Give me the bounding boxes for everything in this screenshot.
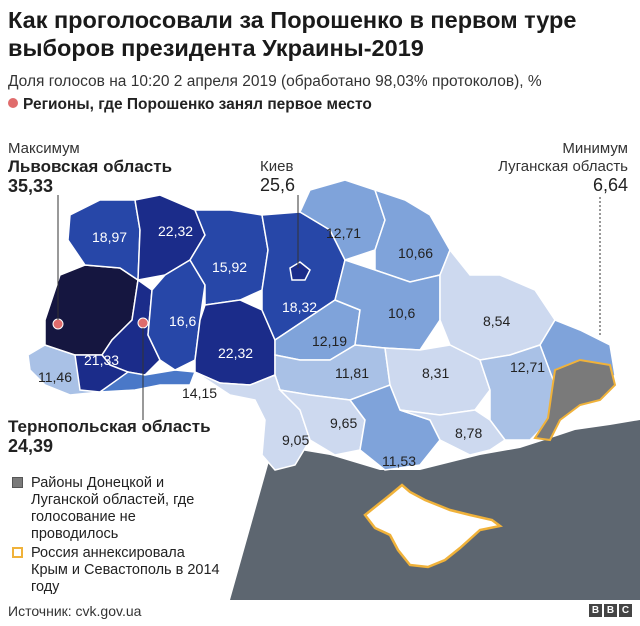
min-caption: Минимум — [562, 140, 628, 157]
region-label: 12,71 — [510, 359, 545, 375]
region-label: 11,81 — [335, 365, 369, 381]
region-label: 22,32 — [218, 345, 253, 361]
region-label: 22,32 — [158, 223, 193, 239]
chart-subtitle: Доля голосов на 10:20 2 апреля 2019 (обр… — [8, 73, 542, 90]
region-label: 12,19 — [312, 333, 347, 349]
min-value: 6,64 — [592, 175, 628, 195]
region-label: 8,54 — [483, 313, 510, 329]
region-label: 16,6 — [169, 313, 196, 329]
ternopil-winner-dot — [137, 317, 149, 329]
no-voting-area — [533, 358, 617, 442]
region-sumy — [373, 188, 451, 283]
region-label: 12,71 — [326, 225, 361, 241]
region-kharkiv — [439, 248, 556, 361]
crimea-legend: Россия аннексировала Крым и Севастополь … — [12, 545, 232, 597]
bbc-letter: B — [604, 604, 617, 617]
region-label: 8,78 — [455, 425, 482, 441]
region-label: 10,66 — [398, 245, 433, 261]
ternopil-region: Тернопольская область — [8, 417, 211, 436]
region-label: 21,33 — [84, 352, 119, 368]
region-label: 18,32 — [282, 299, 317, 315]
min-annotation: Минимум Луганская область 6,64 — [498, 140, 628, 194]
kyiv-annotation: Киев 25,6 — [260, 158, 295, 194]
no-voting-swatch-icon — [12, 477, 23, 488]
max-value: 35,33 — [8, 176, 54, 196]
no-voting-legend-text: Районы Донецкой и Луганской областей, гд… — [31, 475, 195, 542]
bbc-letter: C — [619, 604, 632, 617]
region-label: 18,97 — [92, 229, 127, 245]
crimea-swatch-icon — [12, 547, 23, 558]
max-region: Львовская область — [8, 157, 173, 176]
region-zaporizhzhia — [399, 409, 507, 456]
ternopil-annotation: Тернопольская область 24,39 — [8, 417, 211, 456]
max-annotation: Максимум Львовская область 35,33 — [8, 140, 172, 195]
crimea-region — [363, 483, 503, 569]
crimea-legend-text: Россия аннексировала Крым и Севастополь … — [31, 545, 220, 595]
ternopil-value: 24,39 — [8, 436, 54, 456]
region-label: 10,6 — [388, 305, 415, 321]
region-label: 11,46 — [38, 369, 72, 385]
lviv-winner-dot — [52, 318, 64, 330]
region-label: 14,15 — [182, 385, 217, 401]
region-label: 9,05 — [282, 432, 309, 448]
kyiv-value: 25,6 — [260, 175, 296, 195]
region-label: 9,65 — [330, 415, 357, 431]
kyiv-region: Киев — [260, 158, 294, 175]
no-voting-legend: Районы Донецкой и Луганской областей, гд… — [12, 475, 232, 545]
chart-title: Как проголосовали за Порошенко в первом … — [8, 7, 577, 61]
winner-legend: Регионы, где Порошенко занял первое мест… — [8, 96, 372, 114]
winner-legend-label: Регионы, где Порошенко занял первое мест… — [23, 96, 372, 113]
max-caption: Максимум — [8, 140, 80, 157]
bbc-letter: B — [589, 604, 602, 617]
bbc-logo: B B C — [589, 604, 632, 617]
region-label: 8,31 — [422, 365, 449, 381]
region-kherson — [348, 384, 441, 471]
region-label: 15,92 — [212, 259, 247, 275]
min-region: Луганская область — [498, 158, 628, 175]
region-odesa — [194, 371, 311, 471]
source-note: Источник: cvk.gov.ua — [8, 603, 142, 619]
region-label: 11,53 — [382, 453, 416, 469]
winner-dot-icon — [8, 98, 18, 108]
